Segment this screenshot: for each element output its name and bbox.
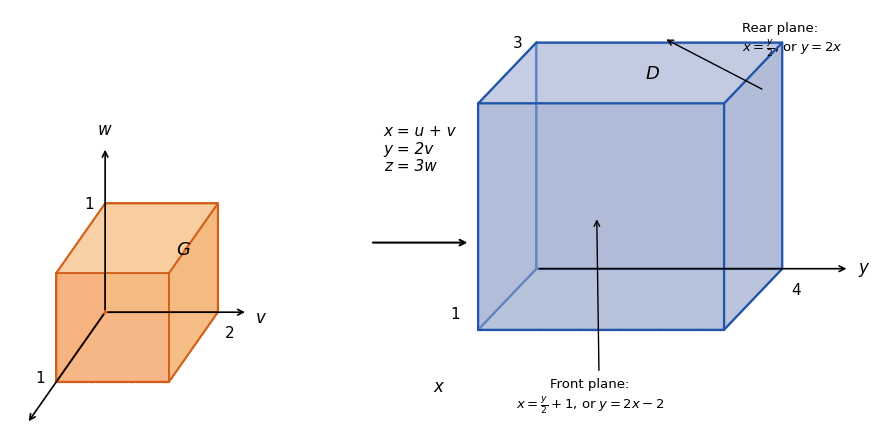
Text: Front plane:
$x = \frac{y}{2} + 1$, or $y = 2x - 2$: Front plane: $x = \frac{y}{2} + 1$, or $…: [516, 378, 664, 415]
Text: 1: 1: [36, 370, 45, 385]
Text: $\mathit{y}$: $\mathit{y}$: [858, 260, 871, 278]
Text: $D$: $D$: [645, 65, 660, 83]
Text: 2: 2: [225, 326, 235, 340]
Polygon shape: [478, 104, 724, 330]
Text: Rear plane:
$x = \frac{y}{2}$, or $y = 2x$: Rear plane: $x = \frac{y}{2}$, or $y = 2…: [742, 22, 843, 59]
Text: 1: 1: [451, 306, 460, 321]
Text: x = u + v
y = 2v
z = 3w: x = u + v y = 2v z = 3w: [384, 124, 457, 174]
Polygon shape: [56, 204, 105, 382]
Text: $\mathit{v}$: $\mathit{v}$: [256, 308, 267, 326]
Polygon shape: [56, 204, 218, 273]
Polygon shape: [105, 204, 218, 312]
Text: 1: 1: [84, 197, 94, 211]
Text: 4: 4: [791, 282, 801, 297]
Polygon shape: [478, 43, 782, 104]
Text: $G$: $G$: [176, 240, 191, 259]
Text: $\mathit{w}$: $\mathit{w}$: [97, 121, 113, 139]
Polygon shape: [478, 43, 536, 330]
Polygon shape: [56, 273, 169, 382]
Polygon shape: [724, 43, 782, 330]
Text: 3: 3: [513, 36, 523, 51]
Polygon shape: [169, 204, 218, 382]
Text: $\mathit{x}$: $\mathit{x}$: [433, 377, 445, 395]
Polygon shape: [536, 43, 782, 269]
Polygon shape: [478, 269, 782, 330]
Polygon shape: [56, 312, 218, 382]
